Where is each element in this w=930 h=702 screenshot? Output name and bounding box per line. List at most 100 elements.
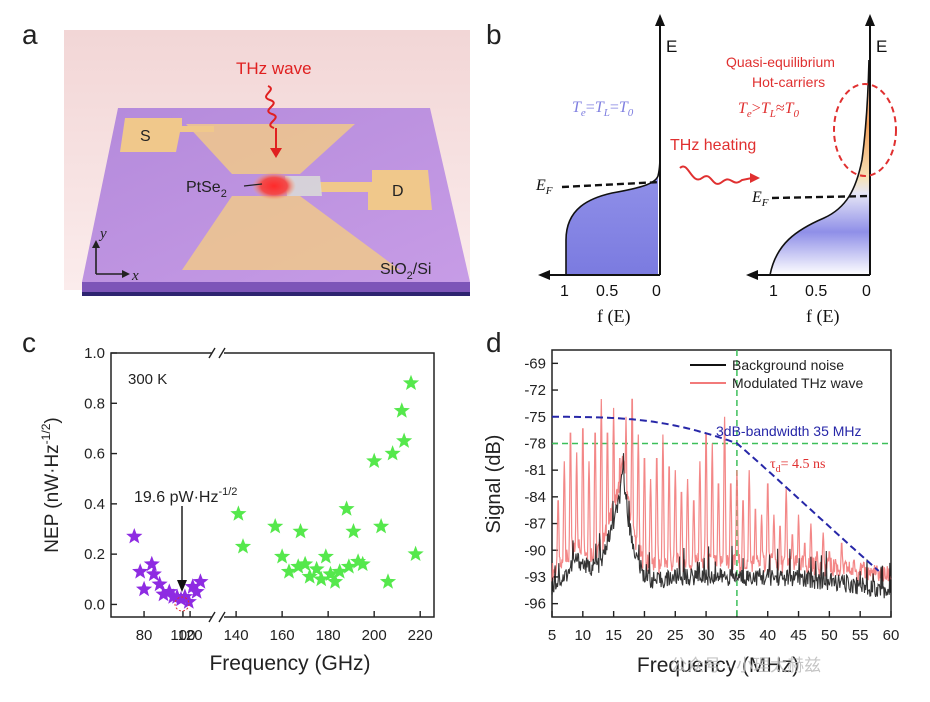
green-star-point: [331, 563, 348, 579]
y-tick-label: 0.4: [84, 496, 105, 513]
axis-y-label: y: [98, 226, 107, 242]
x-tick-label: 30: [698, 627, 715, 644]
right-energy-label: E: [876, 37, 887, 56]
x-tick-label: 120: [178, 627, 203, 644]
green-star-point: [234, 538, 252, 554]
green-star-point: [297, 555, 314, 572]
heating-label: THz heating: [670, 137, 756, 154]
x-tick-label: 45: [790, 627, 807, 644]
y-tick-label: 0.8: [84, 395, 105, 412]
x-tick-label: 40: [759, 627, 776, 644]
left-tick-0: 0: [652, 283, 661, 300]
left-tick-05: 0.5: [596, 283, 618, 300]
break-gap-bottom: [212, 610, 224, 624]
left-fermi-level: [561, 180, 661, 189]
watermark: 公众号 · 小理太赫兹: [670, 656, 821, 675]
left-energy-label: E: [666, 37, 677, 56]
x-tick-label: 200: [362, 627, 387, 644]
quasi-line1: Quasi-equilibrium: [726, 54, 835, 70]
x-tick-label: 15: [605, 627, 622, 644]
x-tick-label: 140: [224, 627, 249, 644]
plot-d-y-label: Signal (dB): [483, 435, 505, 534]
right-fermi-curve: [769, 59, 870, 276]
axis-x-label: x: [131, 268, 139, 284]
temp-annotation: 300 K: [128, 371, 167, 388]
legend-modulated-label: Modulated THz wave: [732, 375, 863, 391]
left-energy-arrowhead: [655, 14, 665, 26]
green-star-point: [322, 565, 339, 582]
green-star-point: [230, 505, 247, 521]
thz-label: THz wave: [236, 59, 312, 78]
axis-y-arrowhead: [92, 240, 100, 248]
green-star-point: [290, 558, 307, 574]
right-tick-1: 1: [769, 283, 778, 300]
top-electrode: [186, 124, 355, 174]
green-star-point: [384, 445, 401, 461]
right-fermi-label: EF: [751, 189, 769, 209]
y-tick-label: -84: [524, 489, 546, 506]
green-star-point: [280, 563, 298, 579]
break-mark-bottom: [208, 611, 226, 623]
x-tick-label: 180: [316, 627, 341, 644]
right-temp-relation: Te>TL≈T0: [738, 100, 800, 120]
green-star-point: [373, 518, 390, 534]
substrate-label: SiO2/Si: [380, 261, 431, 282]
modulated-thz-series: [551, 398, 892, 582]
x-tick-label: 55: [852, 627, 869, 644]
panel-a: a THz wave S D PtSe2 SiO2/Si y x: [22, 19, 470, 296]
background-noise-series: [551, 453, 891, 599]
y-tick-label: 0.0: [84, 596, 105, 613]
panel-label-d: d: [486, 327, 502, 358]
bottom-electrode: [182, 196, 400, 270]
left-temp-relation: Te=TL=T0: [572, 99, 634, 119]
purple-star-point: [192, 573, 209, 589]
y-tick-label: 0.2: [84, 546, 105, 563]
plot-d-y-ticks: -69 -72 -75 -78 -81 -84 -87 -90 -93 -96: [524, 355, 558, 613]
right-energy-arrowhead: [865, 14, 875, 26]
green-star-point: [338, 500, 355, 516]
bandwidth-fit-curve: [552, 415, 880, 572]
green-star-point: [379, 573, 397, 589]
plot-d-series: [551, 398, 892, 599]
purple-star-point: [184, 578, 201, 594]
x-tick-label: 20: [636, 627, 653, 644]
hotspot: [252, 172, 296, 200]
min-nep-marker: [174, 596, 190, 612]
quasi-line2: Hot-carriers: [752, 74, 825, 90]
green-star-point: [267, 518, 284, 534]
x-tick-label: 25: [667, 627, 684, 644]
purple-star-point: [188, 583, 205, 599]
thz-wave-icon: [265, 85, 277, 129]
purple-star-point: [176, 588, 193, 604]
x-tick-label: 5: [548, 627, 556, 644]
x-tick-label: 10: [574, 627, 591, 644]
substrate-bottom: [82, 292, 470, 296]
legend-noise-label: Background noise: [732, 357, 844, 373]
left-f-arrowhead: [538, 270, 550, 280]
plot-d-x-ticks: 5 10 15 20 25 30 35 40 45 50 55 60: [548, 611, 899, 644]
x-tick-label: 50: [821, 627, 838, 644]
material-label: PtSe2: [186, 179, 227, 200]
right-f-arrowhead: [746, 270, 758, 280]
right-tick-05: 0.5: [805, 283, 827, 300]
y-tick-label: -72: [524, 382, 546, 399]
hot-carrier-ellipse: [833, 83, 897, 177]
right-fermi-fill: [770, 60, 869, 275]
x-tick-label: 160: [270, 627, 295, 644]
left-x-label: f (E): [597, 306, 630, 327]
purple-star-point: [169, 588, 186, 604]
green-star-point: [317, 548, 334, 564]
green-star-point: [393, 402, 410, 418]
drain-label: D: [392, 183, 404, 200]
y-tick-label: -90: [524, 542, 546, 559]
x-tick-label: 100: [170, 627, 195, 644]
source-pad: [120, 118, 214, 152]
source-label: S: [140, 128, 151, 145]
x-tick-label: 80: [136, 627, 153, 644]
green-star-point: [354, 555, 371, 572]
break-mark-top: [208, 347, 226, 359]
right-x-label: f (E): [806, 306, 839, 327]
green-star-point: [274, 548, 291, 564]
panel-label-c: c: [22, 327, 36, 358]
